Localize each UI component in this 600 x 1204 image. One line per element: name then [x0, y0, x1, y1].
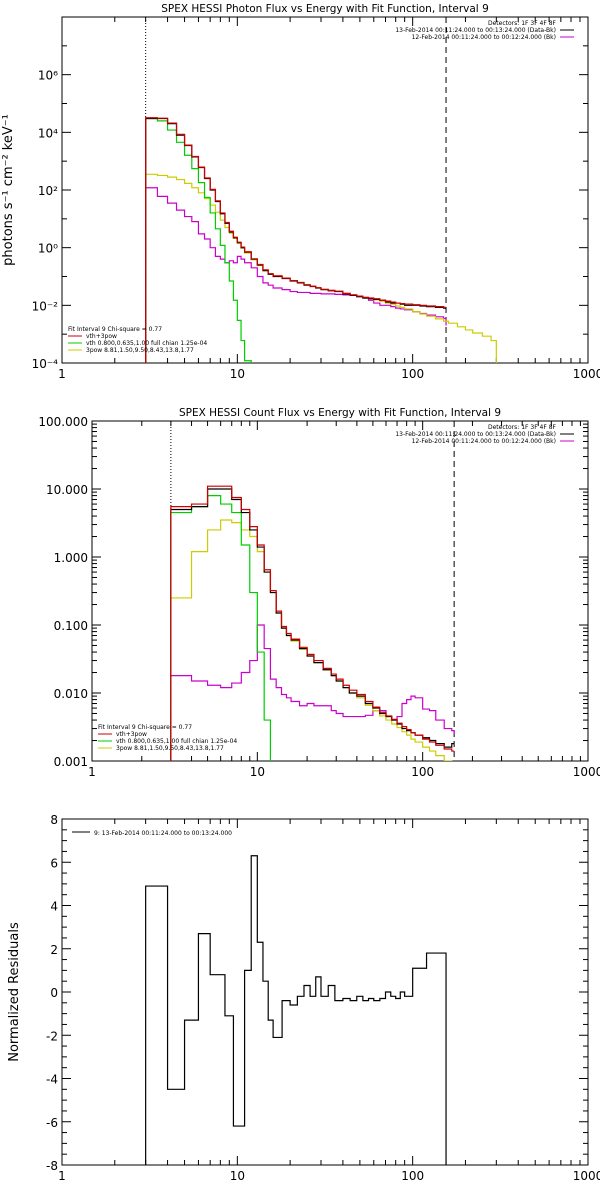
x-tick-label: 10: [250, 765, 265, 779]
plot-frame: [61, 16, 589, 364]
y-tick-label: 100.000: [38, 415, 88, 429]
x-tick-label: 1: [58, 367, 66, 381]
series-data: [145, 855, 447, 1165]
x-tick-label: 1000: [573, 367, 600, 381]
series-vth: [145, 117, 252, 363]
y-tick-label: 10⁻²: [32, 299, 59, 313]
legend-entry: vth 0.800,0.635,1.00 full chian 1.25e-04: [86, 340, 207, 347]
series-group: [145, 117, 497, 363]
series-total: [170, 485, 455, 761]
plot-frame: [91, 420, 589, 762]
legend-entry: 13-Feb-2014 00:11:24.000 to 00:13:24.000…: [395, 27, 556, 34]
y-tick-label: 10⁰: [38, 242, 58, 256]
legend-entry: Fit Interval 9 Chi-square = 0.77: [68, 326, 162, 333]
y-tick-label: 8: [50, 813, 58, 827]
y-tick-label: 0.100: [54, 619, 88, 633]
y-tick-label: -2: [46, 1029, 58, 1043]
legend-entry: 13-Feb-2014 00:11:24.000 to 00:13:24.000…: [395, 431, 556, 438]
y-tick-label: 1.000: [54, 551, 88, 565]
series-total: [145, 117, 447, 363]
y-tick-label: -4: [46, 1073, 58, 1087]
chart-title: SPEX HESSI Count Flux vs Energy with Fit…: [179, 407, 501, 419]
y-tick-label: 2: [50, 943, 58, 957]
y-tick-label: 4: [50, 900, 58, 914]
chart-panel-2: SPEX HESSI Count Flux vs Energy with Fit…: [38, 407, 600, 779]
y-axis-label: Normalized Residuals: [7, 922, 22, 1062]
x-tick-label: 10: [230, 367, 245, 381]
chart-title: SPEX HESSI Photon Flux vs Energy with Fi…: [161, 3, 489, 15]
series-data: [170, 488, 455, 761]
series-bk: [145, 187, 447, 363]
legend-entry: 3pow 8.81,1.50,9.50,8.43,13.8,1.77: [86, 347, 194, 354]
x-tick-label: 100: [401, 1169, 424, 1183]
x-tick-label: 10: [230, 1169, 245, 1183]
chart-panel-3: 1 10 100 1000 -8 -6 -4 -2 0 2 4 6 8 Normalized Residu…: [7, 813, 600, 1183]
y-axis-label: photons s⁻¹ cm⁻² keV⁻¹: [1, 114, 16, 266]
legend-entry: vth 0.800,0.635,1.00 full chian 1.25e-04: [116, 738, 237, 745]
y-tick-label: 10⁴: [38, 126, 58, 140]
y-tick-label: -6: [46, 1116, 58, 1130]
x-tick-label: 1000: [573, 1169, 600, 1183]
legend-entry: 9: 13-Feb-2014 00:11:24.000 to 00:13:24.…: [94, 830, 232, 837]
legend-entry: Detectors: 1F 3F 4F 8F: [488, 424, 557, 431]
x-tick-label: 1: [88, 765, 96, 779]
x-tick-label: 1: [58, 1169, 66, 1183]
series-group: [170, 485, 455, 761]
x-tick-label: 1000: [573, 765, 600, 779]
series-group: [145, 855, 447, 1165]
y-tick-label: 0: [50, 986, 58, 1000]
legend-entry: 12-Feb-2014 00:11:24.000 to 00:12:24.000…: [412, 34, 556, 41]
y-tick-label: 6: [50, 856, 58, 870]
y-tick-label: 10⁶: [38, 69, 58, 83]
y-tick-label: 10²: [38, 184, 58, 198]
x-tick-label: 100: [411, 765, 434, 779]
series-data: [145, 117, 447, 363]
legend-entry: 3pow 8.81,1.50,9.50,8.43,13.8,1.77: [116, 745, 224, 752]
legend-entry: Detectors: 1F 3F 4F 8F: [488, 20, 557, 27]
legend-entry: vth+3pow: [86, 333, 117, 340]
y-tick-label: 0.010: [54, 687, 88, 701]
y-tick-label: 0.001: [54, 755, 88, 769]
chart-panel-1: SPEX HESSI Photon Flux vs Energy with Fi…: [1, 3, 600, 381]
y-tick-label: -8: [46, 1159, 58, 1173]
legend-entry: Fit Interval 9 Chi-square = 0.77: [98, 724, 192, 731]
series-pow: [170, 519, 453, 761]
series-pow: [145, 173, 497, 363]
legend-entry: vth+3pow: [116, 731, 147, 738]
plot-frame: [61, 818, 589, 1166]
legend-entry: 12-Feb-2014 00:11:24.000 to 00:12:24.000…: [412, 438, 556, 445]
y-tick-label: 10.000: [46, 483, 88, 497]
y-tick-label: 10⁻⁴: [32, 357, 59, 371]
x-tick-label: 100: [401, 367, 424, 381]
series-bk: [170, 624, 455, 761]
